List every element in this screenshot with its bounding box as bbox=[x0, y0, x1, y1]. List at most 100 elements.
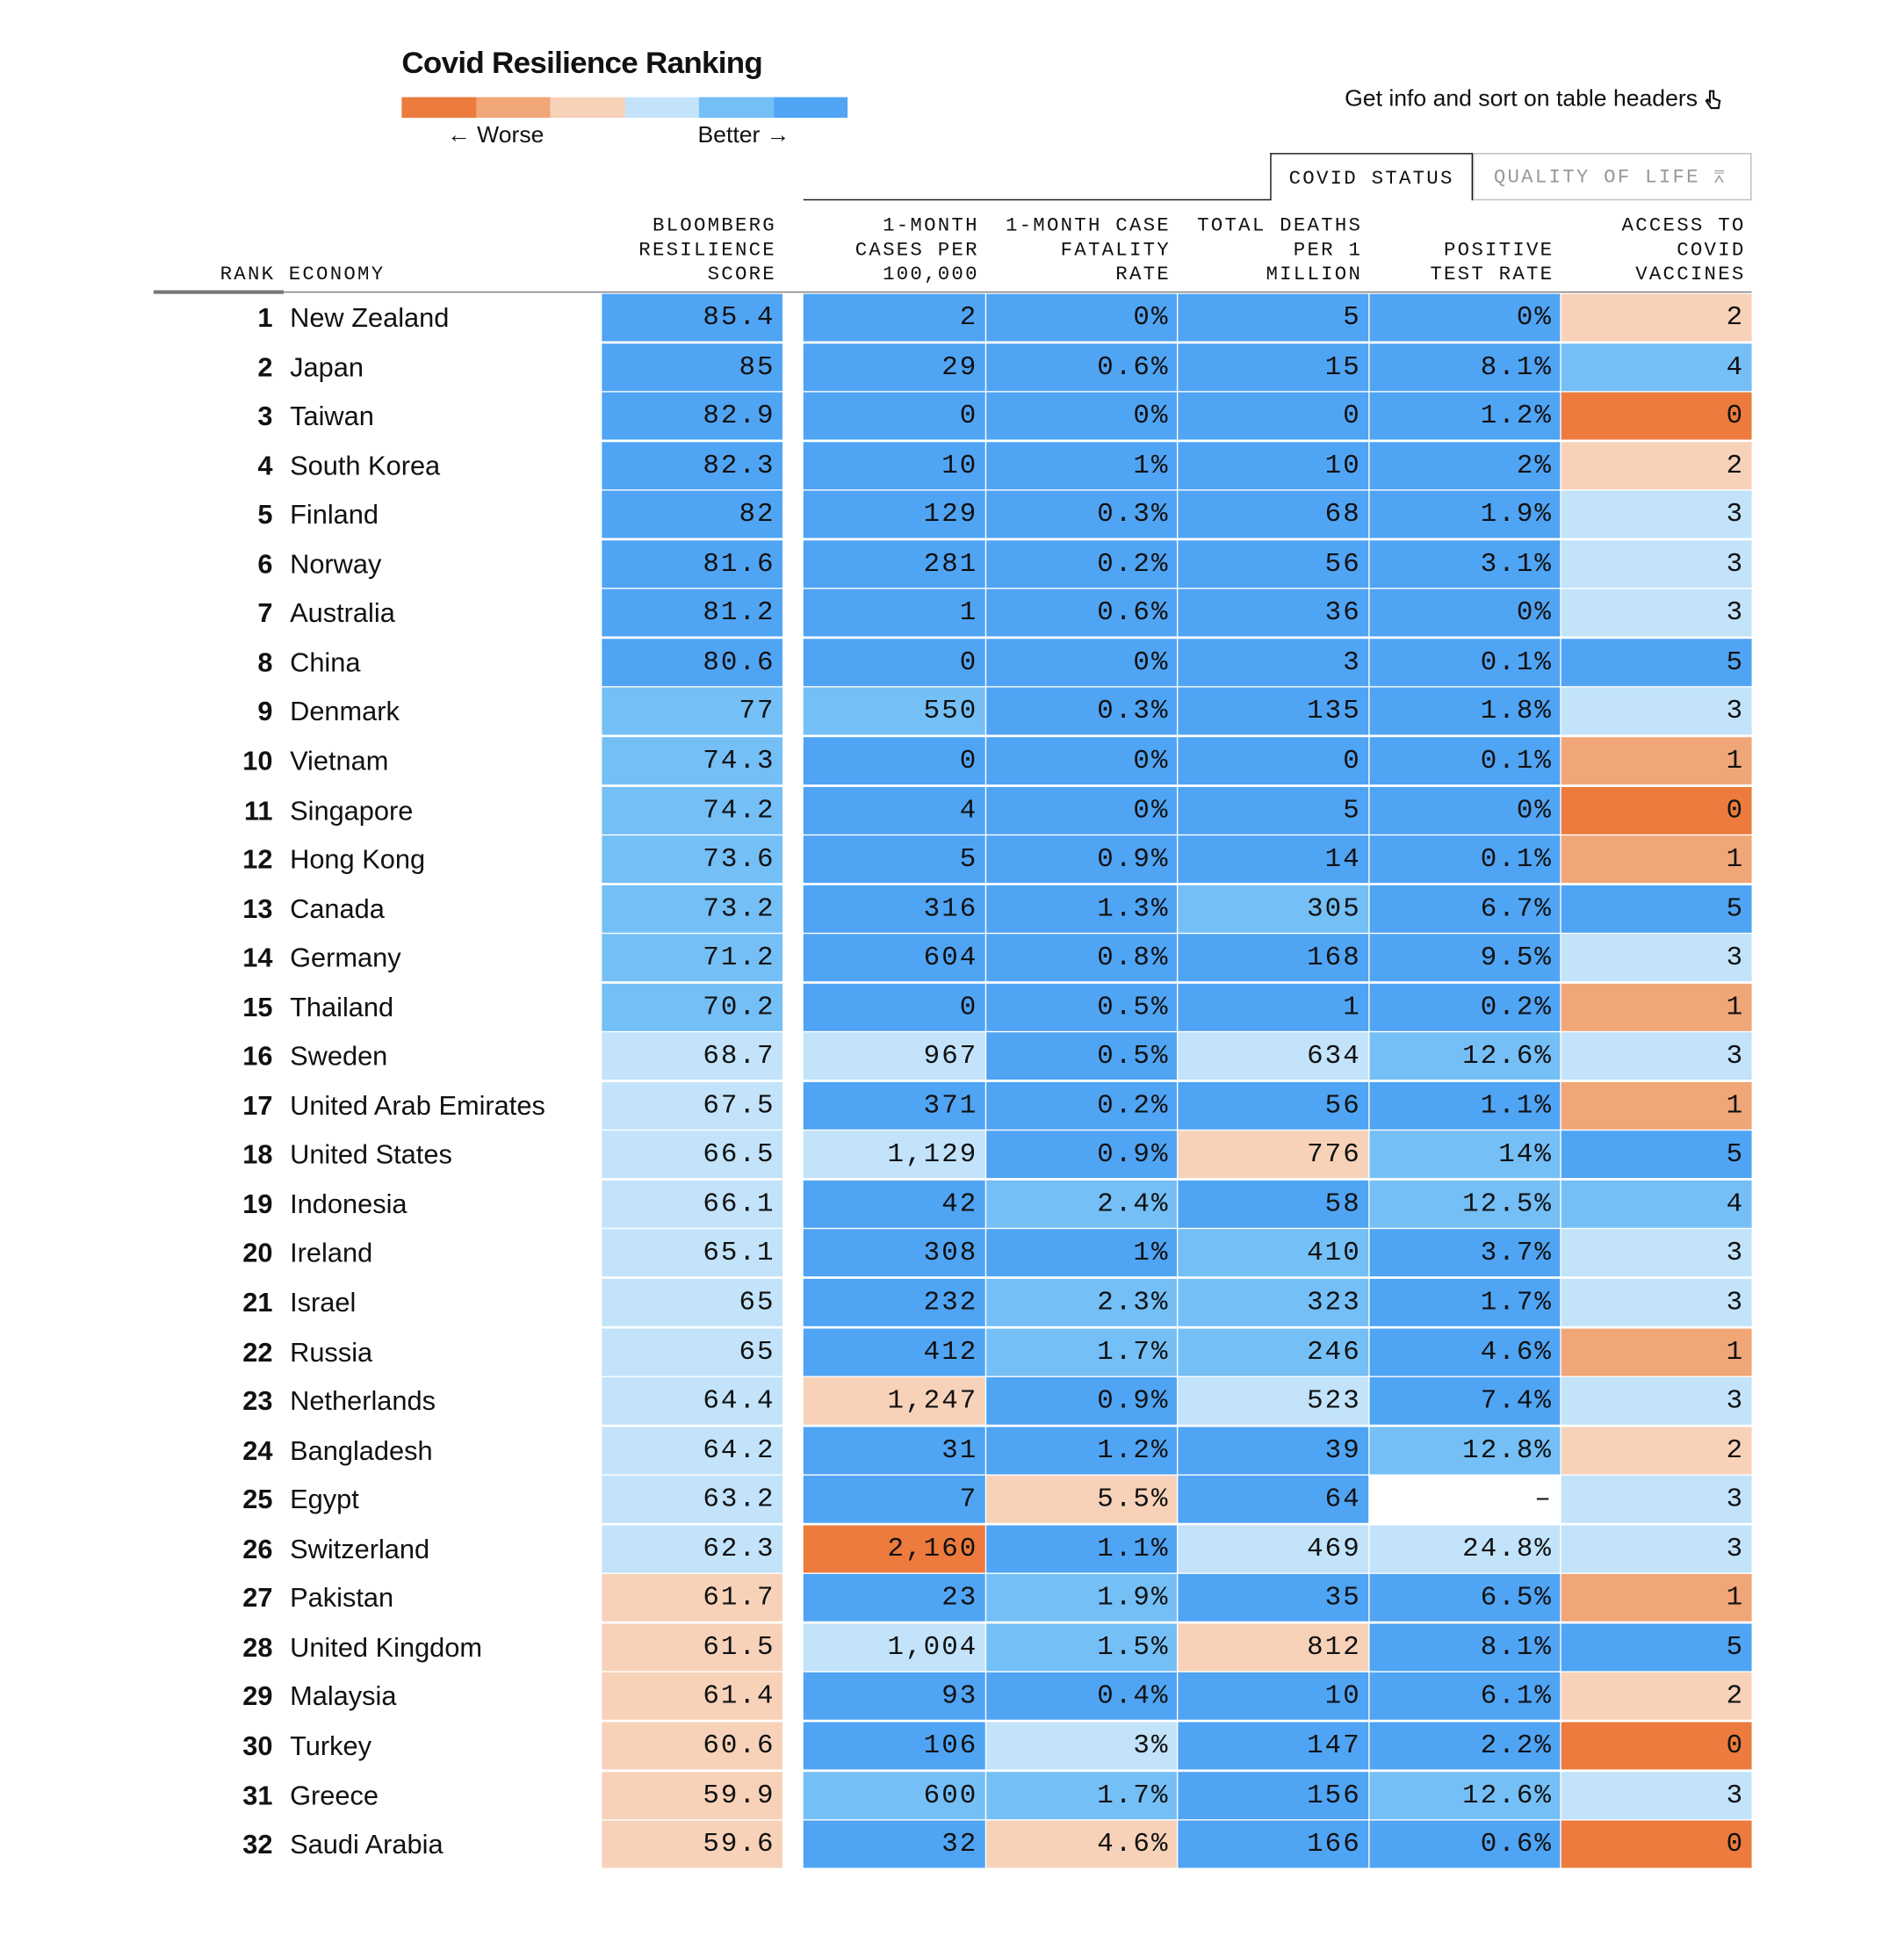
economy-header[interactable]: ECONOMY bbox=[288, 264, 386, 285]
cell: 2.2% bbox=[1369, 1722, 1561, 1770]
legend-swatch bbox=[475, 97, 551, 119]
column-header[interactable]: CASES PER bbox=[855, 239, 979, 262]
cell: 63.2 bbox=[602, 1476, 783, 1524]
cell: 0.5% bbox=[986, 1032, 1177, 1080]
cell: 4 bbox=[1561, 343, 1752, 391]
column-header[interactable]: 1-MONTH CASE bbox=[1005, 214, 1171, 237]
column-header[interactable]: FATALITY bbox=[1060, 239, 1171, 262]
cell: 85 bbox=[602, 343, 783, 391]
column-header[interactable]: RATE bbox=[1115, 264, 1171, 285]
rank: 23 bbox=[242, 1385, 273, 1417]
economy: Vietnam bbox=[290, 745, 389, 776]
cell: 8.1% bbox=[1369, 343, 1561, 391]
cell: 14% bbox=[1369, 1130, 1561, 1179]
column-header[interactable]: RESILIENCE bbox=[638, 239, 776, 262]
cell: 305 bbox=[1178, 885, 1369, 933]
economy: Pakistan bbox=[290, 1582, 394, 1614]
cell: 0.2% bbox=[1369, 983, 1561, 1031]
column-header[interactable]: SCORE bbox=[707, 264, 776, 285]
rank: 6 bbox=[257, 548, 273, 580]
cell: 65.1 bbox=[602, 1229, 783, 1277]
legend-swatch bbox=[773, 97, 848, 119]
cell: 36 bbox=[1178, 589, 1369, 637]
column-header[interactable]: TEST RATE bbox=[1430, 264, 1554, 285]
cell: 3% bbox=[986, 1722, 1177, 1770]
tab-inactive[interactable]: QUALITY OF LIFE ⩞ bbox=[1473, 153, 1752, 201]
cell: 3 bbox=[1561, 1278, 1752, 1326]
column-header[interactable]: 100,000 bbox=[883, 264, 979, 285]
rank: 32 bbox=[242, 1829, 273, 1860]
column-header[interactable]: VACCINES bbox=[1635, 264, 1746, 285]
rank: 30 bbox=[242, 1730, 273, 1761]
column-header[interactable]: POSITIVE bbox=[1443, 239, 1554, 262]
cell: 281 bbox=[803, 539, 985, 588]
cell: 81.2 bbox=[602, 589, 783, 637]
economy: Canada bbox=[290, 893, 385, 924]
cell: 1.2% bbox=[986, 1427, 1177, 1474]
cell: 29 bbox=[803, 343, 985, 391]
rank: 22 bbox=[242, 1336, 273, 1368]
rank: 27 bbox=[242, 1582, 273, 1614]
rank: 3 bbox=[257, 401, 273, 431]
rank: 28 bbox=[242, 1631, 273, 1663]
column-header[interactable]: 1-MONTH bbox=[883, 214, 979, 237]
cell: 56 bbox=[1178, 1081, 1369, 1130]
rank: 5 bbox=[257, 499, 273, 531]
cell: 0 bbox=[803, 737, 985, 785]
column-header[interactable]: COVID bbox=[1677, 239, 1746, 262]
rank: 12 bbox=[242, 843, 273, 875]
cell: 1 bbox=[1561, 737, 1752, 785]
cell: 0 bbox=[803, 983, 985, 1031]
economy: Saudi Arabia bbox=[290, 1829, 444, 1860]
cell: 371 bbox=[803, 1081, 985, 1130]
column-header[interactable]: BLOOMBERG bbox=[652, 214, 776, 237]
cell: 80.6 bbox=[602, 639, 783, 686]
tab-label[interactable]: QUALITY OF LIFE bbox=[1493, 166, 1700, 189]
column-header[interactable]: MILLION bbox=[1266, 264, 1363, 285]
cell: 246 bbox=[1178, 1327, 1369, 1376]
cell: 0 bbox=[803, 639, 985, 686]
cell: 5 bbox=[1178, 293, 1369, 342]
cell: 323 bbox=[1178, 1278, 1369, 1326]
cell: 147 bbox=[1178, 1722, 1369, 1770]
cell: 308 bbox=[803, 1229, 985, 1277]
cell: 1 bbox=[1561, 1574, 1752, 1622]
cell: 0 bbox=[1561, 392, 1752, 440]
column-header[interactable]: TOTAL DEATHS bbox=[1197, 214, 1363, 237]
cell: 93 bbox=[803, 1672, 985, 1721]
cell: 0.6% bbox=[986, 589, 1177, 637]
rank: 7 bbox=[257, 597, 273, 629]
tab-active[interactable]: COVID STATUS bbox=[1270, 153, 1474, 201]
cell: 0.9% bbox=[986, 835, 1177, 884]
cell: 10 bbox=[1178, 1672, 1369, 1721]
economy: Japan bbox=[290, 351, 364, 382]
legend-swatch bbox=[698, 97, 774, 119]
cell: 1 bbox=[1561, 835, 1752, 884]
cell: 0% bbox=[1369, 589, 1561, 637]
cell: 2 bbox=[1561, 1672, 1752, 1721]
cell: 0% bbox=[986, 392, 1177, 440]
cell: 523 bbox=[1178, 1376, 1369, 1425]
tab-line bbox=[803, 199, 1272, 201]
cell: 3 bbox=[1561, 934, 1752, 982]
rank-header[interactable]: RANK bbox=[220, 264, 276, 285]
column-header[interactable]: ACCESS TO bbox=[1621, 214, 1746, 237]
cell: 8.1% bbox=[1369, 1623, 1561, 1672]
cell: 1.5% bbox=[986, 1623, 1177, 1672]
cell: 7.4% bbox=[1369, 1376, 1561, 1425]
rank: 4 bbox=[257, 450, 273, 481]
cell: 32 bbox=[803, 1820, 985, 1868]
cell: 67.5 bbox=[602, 1081, 783, 1130]
cell: 66.5 bbox=[602, 1130, 783, 1179]
cell: 71.2 bbox=[602, 934, 783, 982]
cell: 62.3 bbox=[602, 1525, 783, 1573]
cell: 0.3% bbox=[986, 490, 1177, 538]
cell: 6.7% bbox=[1369, 885, 1561, 933]
cell: 1,004 bbox=[803, 1623, 985, 1672]
column-header[interactable]: PER 1 bbox=[1293, 239, 1363, 262]
cell: 4.6% bbox=[1369, 1327, 1561, 1376]
economy: Switzerland bbox=[290, 1533, 430, 1564]
cell: 0.4% bbox=[986, 1672, 1177, 1721]
cell: 412 bbox=[803, 1327, 985, 1376]
cell: 469 bbox=[1178, 1525, 1369, 1573]
